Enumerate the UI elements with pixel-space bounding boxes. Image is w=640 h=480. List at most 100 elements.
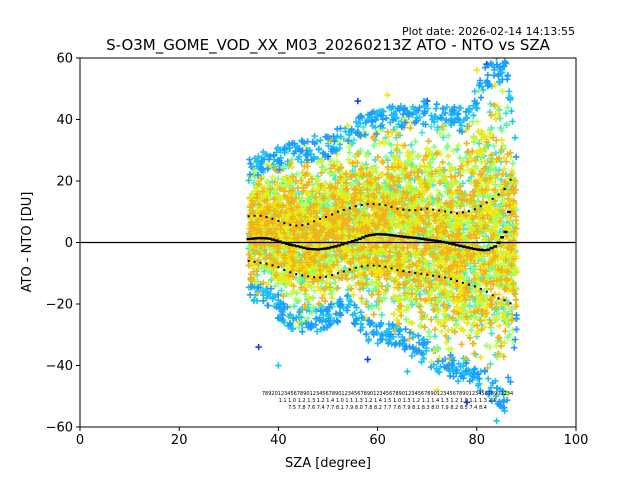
y-tick-label: 40 (56, 113, 73, 128)
line-point (336, 210, 339, 213)
line-point (455, 279, 458, 282)
line-point (384, 204, 387, 207)
line-point (472, 247, 477, 251)
line-point (461, 211, 464, 214)
line-point (288, 243, 293, 246)
line-point (426, 207, 429, 210)
line-point (402, 270, 405, 273)
line-point (438, 209, 441, 212)
line-point (388, 233, 393, 237)
line-point (265, 215, 268, 218)
line-point (497, 193, 500, 196)
line-point (371, 233, 376, 236)
line-point (348, 268, 351, 271)
line-point (313, 220, 316, 223)
line-point (342, 270, 345, 273)
line-point (423, 238, 428, 241)
line-point (489, 246, 494, 250)
line-point (325, 275, 328, 278)
line-point (330, 274, 333, 277)
line-point (450, 278, 453, 281)
line-point (289, 271, 292, 274)
line-point (253, 237, 258, 240)
line-point (509, 302, 512, 305)
line-point (420, 272, 423, 275)
x-tick-label: 20 (171, 433, 188, 448)
line-point (354, 266, 357, 269)
line-point (395, 234, 400, 238)
line-point (378, 264, 381, 267)
line-point (277, 240, 282, 243)
line-point (329, 246, 334, 249)
line-point (409, 236, 414, 239)
line-point (378, 203, 381, 206)
line-point (348, 207, 351, 210)
line-point (482, 249, 487, 252)
x-axis-ticks: 0 20 40 60 80 100 (76, 427, 589, 448)
line-point (503, 230, 508, 234)
line-point (434, 239, 439, 242)
line-point (360, 265, 363, 268)
line-point (426, 273, 429, 276)
line-point (326, 246, 331, 250)
line-point (467, 210, 470, 213)
line-point (413, 236, 418, 240)
line-point (408, 271, 411, 274)
line-point (416, 237, 421, 240)
line-point (402, 235, 407, 239)
line-point (316, 248, 321, 251)
line-point (284, 242, 289, 245)
line-point (475, 248, 480, 251)
line-point (336, 272, 339, 275)
line-point (342, 208, 345, 211)
line-point (283, 222, 286, 225)
chart-title: S-O3M_GOME_VOD_XX_M03_20260213Z ATO - NT… (106, 36, 551, 55)
line-point (392, 234, 397, 237)
line-point (414, 209, 417, 212)
line-point (350, 239, 355, 243)
line-point (312, 248, 317, 251)
line-point (307, 275, 310, 278)
line-point (295, 224, 298, 227)
line-point (444, 276, 447, 279)
y-axis-label: ATO - NTO [DU] (20, 192, 35, 293)
line-point (301, 274, 304, 277)
line-point (399, 235, 404, 238)
line-point (298, 245, 303, 249)
line-point (465, 246, 470, 249)
line-point (479, 287, 482, 290)
line-point (450, 211, 453, 214)
line-point (479, 205, 482, 208)
line-point (427, 238, 432, 242)
line-point (479, 248, 484, 252)
line-point (372, 264, 375, 267)
line-point (390, 267, 393, 270)
line-point (283, 268, 286, 271)
y-tick-label: 0 (65, 236, 73, 251)
line-point (468, 246, 473, 250)
line-point (454, 243, 459, 247)
x-tick-label: 100 (564, 433, 589, 448)
line-point (247, 259, 250, 262)
y-tick-label: −60 (46, 421, 73, 436)
line-point (259, 261, 262, 264)
line-point (366, 203, 369, 206)
plot-date: Plot date: 2026-02-14 14:13:55 (402, 25, 575, 38)
line-point (325, 215, 328, 218)
scatter-markers-8 (246, 58, 520, 411)
line-point (260, 237, 265, 240)
line-point (406, 236, 411, 239)
line-point (497, 297, 500, 300)
stats-row-2: 1.1 1.0 1.2 1.3 1.2 1.4 1.0 1.1 1.3 1.2 … (279, 398, 497, 404)
line-point (277, 219, 280, 222)
series-lower-std (247, 259, 512, 305)
line-point (396, 269, 399, 272)
line-point (408, 209, 411, 212)
line-point (402, 208, 405, 211)
line-point (336, 244, 341, 247)
line-point (357, 237, 362, 241)
line-point (313, 276, 316, 279)
line-point (378, 233, 383, 236)
line-point (420, 237, 425, 241)
line-point (448, 242, 453, 245)
